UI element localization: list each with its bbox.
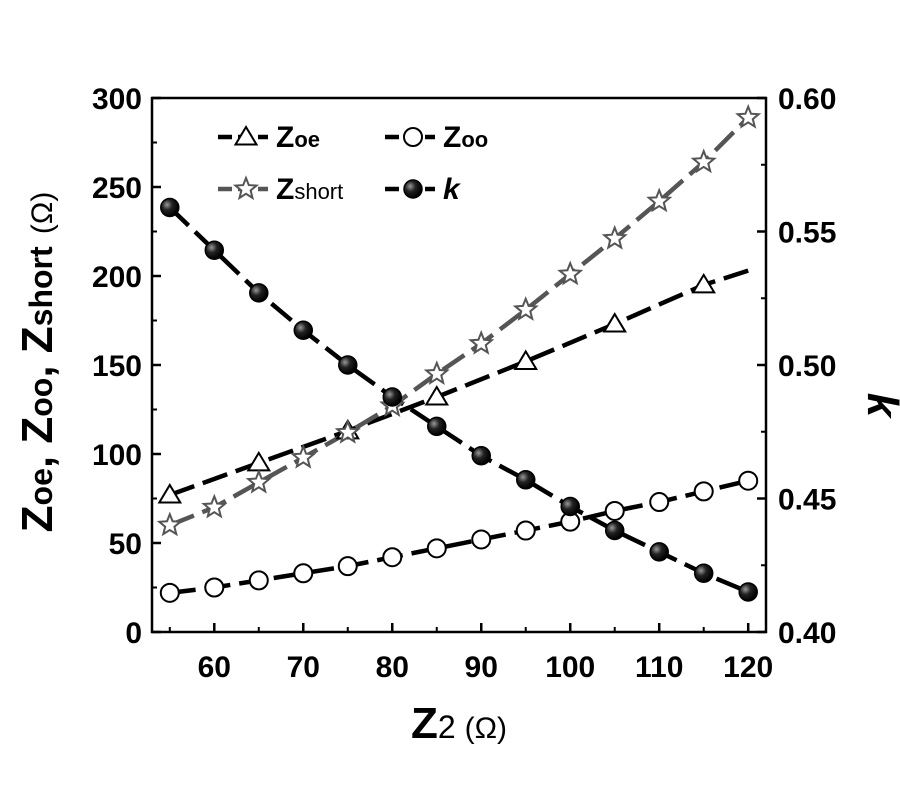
- y-right-tick-label: 0.60: [778, 83, 836, 116]
- point-zshort: [423, 360, 450, 386]
- legend-marker-k: [403, 179, 423, 199]
- point-k: [515, 470, 536, 490]
- y-left-tick-label: 200: [92, 261, 142, 294]
- point-zshort: [646, 187, 673, 213]
- x-tick-label: 60: [198, 651, 231, 684]
- axis-ticks: 60 70 80 90 100 110 120 0 50 100 150 200 250 300 0.40 0…: [92, 83, 836, 684]
- point-k: [693, 563, 714, 584]
- point-k: [560, 496, 580, 517]
- y-left-tick-label: 100: [92, 439, 142, 472]
- point-k: [427, 416, 447, 437]
- point-zoo: [204, 577, 225, 598]
- point-zshort: [601, 224, 628, 250]
- point-zshort: [512, 296, 539, 321]
- point-zshort: [557, 260, 584, 286]
- y-left-title-sub: short: [23, 246, 59, 326]
- y-left-title-sep: [13, 234, 62, 246]
- point-zshort: [334, 418, 361, 444]
- point-k: [249, 283, 269, 303]
- point-zoo: [604, 500, 625, 521]
- legend-label-sub: oe: [294, 127, 320, 152]
- point-zshort: [690, 148, 717, 174]
- x-tick-label: 80: [376, 651, 409, 684]
- x-axis-title-main: Z: [411, 699, 438, 748]
- point-zoo: [471, 529, 492, 550]
- legend: Zoe Zoo Zshort k: [218, 121, 488, 206]
- point-k: [338, 355, 358, 375]
- y-left-title-main: Z: [13, 505, 62, 532]
- point-zshort: [156, 511, 183, 537]
- point-zoe: [691, 272, 716, 294]
- point-k: [382, 387, 403, 407]
- y-left-tick-label: 0: [125, 617, 142, 650]
- x-axis-title-sub: 2: [438, 709, 465, 745]
- y-left-tick-label: 250: [92, 172, 142, 205]
- legend-marker-zoo: [403, 127, 423, 147]
- legend-marker-zshort: [232, 175, 260, 201]
- x-tick-label: 100: [545, 651, 595, 684]
- y-left-tick-label: 300: [92, 83, 142, 116]
- point-zoo: [293, 563, 314, 584]
- y-right-tick-label: 0.55: [778, 217, 836, 250]
- point-zshort: [201, 493, 228, 519]
- point-zoo: [248, 570, 269, 591]
- y-left-title-sep: ,: [13, 444, 62, 468]
- point-zshort: [468, 329, 495, 355]
- legend-label-zoe: Zoe: [276, 121, 320, 154]
- y-left-title-sub: oe: [23, 468, 59, 505]
- legend-label-k: k: [443, 173, 461, 206]
- y-left-tick-label: 50: [109, 528, 142, 561]
- legend-label-sub: short: [294, 179, 343, 204]
- point-zoe: [602, 312, 627, 333]
- point-k: [160, 197, 180, 218]
- y-left-tick-label: 150: [92, 350, 142, 383]
- y-left-title-sep: ,: [13, 353, 62, 377]
- point-zoe: [424, 385, 450, 406]
- y-right-tick-label: 0.45: [778, 484, 836, 517]
- point-k: [738, 582, 758, 602]
- legend-label-zshort: Zshort: [276, 173, 343, 206]
- x-tick-label: 70: [287, 651, 320, 684]
- series-line-k: [168, 205, 750, 595]
- point-zoo: [649, 492, 670, 513]
- point-zoo: [382, 547, 403, 568]
- x-tick-label: 90: [465, 651, 498, 684]
- point-zoo: [693, 481, 714, 502]
- series-layer: [156, 103, 762, 603]
- point-zshort: [290, 443, 317, 469]
- y-right-tick-label: 0.50: [778, 350, 836, 383]
- point-k: [471, 446, 491, 466]
- point-zoo: [738, 470, 759, 491]
- point-zoe: [157, 482, 183, 504]
- y-left-axis-title: Zoe, Zoo, Zshort (Ω): [13, 192, 62, 533]
- y-left-title-main: Z: [13, 326, 62, 353]
- y-left-title-main: Z: [13, 417, 62, 444]
- point-zoo: [159, 582, 180, 603]
- point-k: [649, 542, 669, 562]
- point-zshort: [735, 103, 762, 129]
- y-left-title-sub: oo: [23, 378, 59, 417]
- legend-marker-zoe: [233, 125, 259, 146]
- legend-label-zoo: Zoo: [443, 121, 488, 154]
- x-axis-title: Z2 (Ω): [411, 699, 507, 748]
- point-k: [293, 320, 314, 341]
- y-right-tick-label: 0.40: [778, 617, 836, 650]
- series-line-zoe: [169, 268, 749, 498]
- point-zoo: [426, 538, 447, 559]
- point-zshort: [245, 468, 272, 494]
- axis-titles: Z2 (Ω)Zoe, Zoo, Zshort (Ω)k: [13, 192, 900, 748]
- point-k: [604, 520, 625, 541]
- legend-label-sub: oo: [461, 127, 488, 152]
- point-zoe: [513, 349, 539, 370]
- point-k: [204, 240, 225, 260]
- y-left-title-unit: (Ω): [26, 192, 59, 234]
- point-zoe: [246, 450, 272, 472]
- point-zoo: [337, 556, 358, 577]
- x-tick-label: 110: [635, 651, 683, 684]
- x-tick-label: 120: [723, 651, 773, 684]
- point-zoo: [515, 520, 536, 541]
- x-axis-title-unit: (Ω): [465, 712, 507, 745]
- y-right-axis-title: k: [858, 393, 900, 420]
